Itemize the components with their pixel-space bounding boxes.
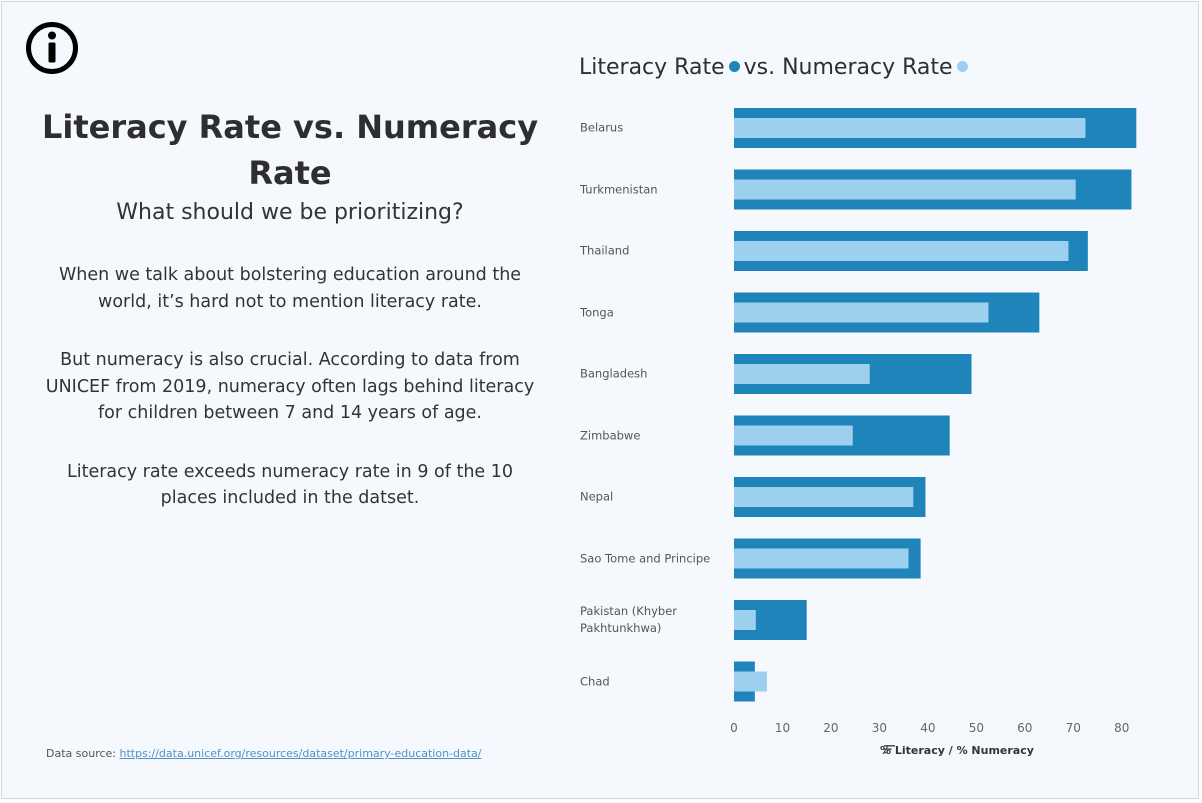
category-label: Tonga [580,305,614,319]
category-label: Pakistan (Khyber Pakhtunkhwa) [580,604,678,635]
category-label: Chad [580,674,610,688]
numeracy-bar[interactable] [734,364,870,384]
numeracy-bar[interactable] [734,487,914,507]
data-source: Data source: https://data.unicef.org/res… [46,747,482,760]
page-title: Literacy Rate vs. Numeracy Rate [41,108,539,192]
x-tick-label: 20 [823,721,838,735]
numeracy-bar[interactable] [734,425,853,446]
x-tick-label: 60 [1017,721,1032,735]
x-tick-label: 80 [1114,721,1129,735]
numeracy-bar[interactable] [734,302,989,323]
bar-chart-svg: 0 10 20 30 40 50 60 70 80 [730,108,1137,735]
category-label: Turkmenistan [580,182,658,196]
source-label: Data source: [46,747,116,760]
x-tick-label: 0 [730,721,738,735]
sort-descending-icon[interactable] [884,744,896,754]
x-tick-label: 40 [920,721,935,735]
category-label: Belarus [580,120,624,135]
numeracy-paragraph: But numeracy is also crucial. According … [45,350,535,423]
literacy-legend-dot [728,60,740,72]
category-label: Bangladesh [580,366,648,381]
x-axis-title[interactable]: % Literacy / % Numeracy [880,744,1034,757]
info-circle-icon[interactable] [24,20,80,76]
finding-paragraph: Literacy rate exceeds numeracy rate in 9… [66,461,514,509]
numeracy-bar[interactable] [734,548,909,569]
category-label: Zimbabwe [580,428,641,442]
x-tick-label: 50 [969,721,984,735]
chart-title-literacy: Literacy Rate [579,55,725,80]
numeracy-legend-dot [956,60,968,72]
numeracy-bar[interactable] [734,179,1076,200]
intro-paragraph: When we talk about bolstering education … [58,265,522,312]
x-tick-label: 70 [1066,721,1081,735]
x-tick-label: 10 [775,721,790,735]
category-label: Sao Tome and Principe [580,551,711,565]
numeracy-bar[interactable] [734,118,1086,138]
bar-chart: 0 10 20 30 40 50 60 70 80 Belarus Turkmenistan Tha… [572,98,1172,768]
x-tick-label: 30 [872,721,887,735]
page-subtitle: What should we be prioritizing? [116,200,464,225]
chart-title: Literacy Rate vs. Numeracy Rate [579,55,972,80]
category-label: Thailand [580,243,630,258]
numeracy-bar[interactable] [734,671,767,692]
chart-title-numeracy: vs. Numeracy Rate [743,55,953,80]
text-panel: Literacy Rate vs. Numeracy Rate What sho… [40,94,540,514]
numeracy-bar[interactable] [734,610,756,630]
source-link[interactable]: https://data.unicef.org/resources/datase… [119,747,482,760]
category-label: Nepal [580,489,614,504]
x-axis-title-text: % Literacy / % Numeracy [880,744,1034,757]
numeracy-bar[interactable] [734,241,1069,261]
